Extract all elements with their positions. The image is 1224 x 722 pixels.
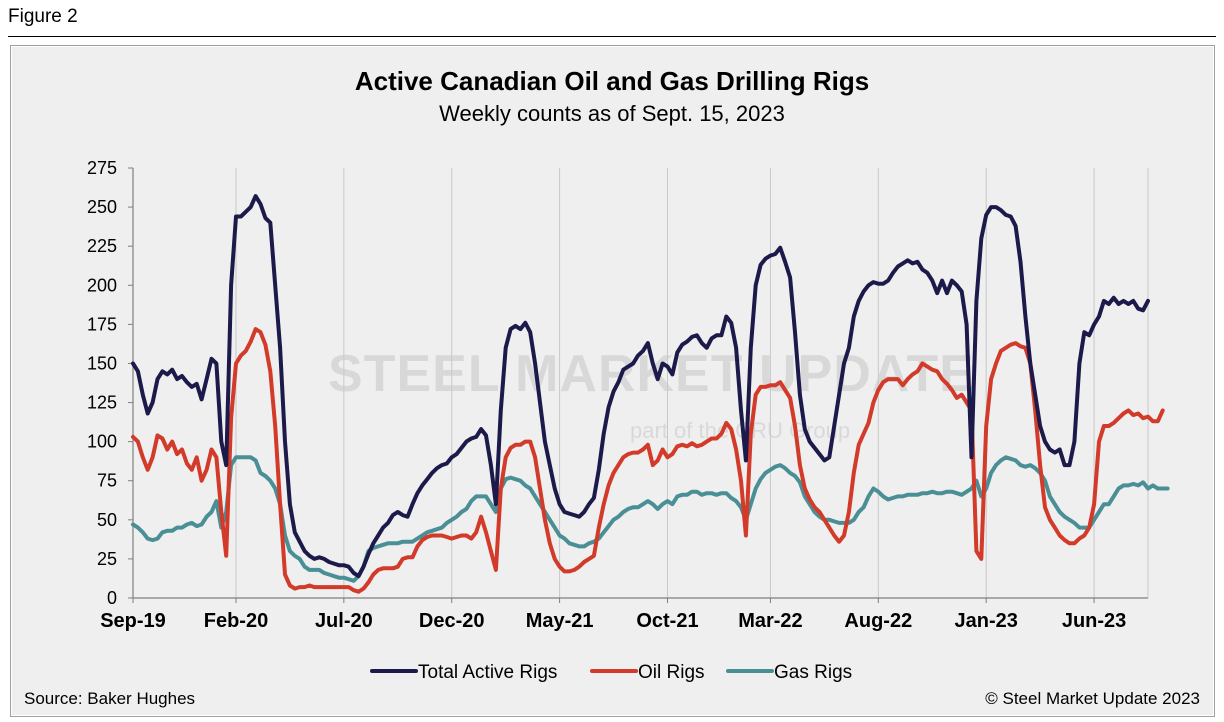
chart-panel	[10, 45, 1215, 717]
y-tick-label: 50	[97, 510, 117, 530]
y-tick-label: 275	[87, 158, 117, 178]
legend: Total Active Rigs Oil Rigs Gas Rigs	[370, 662, 852, 683]
chart-title: Active Canadian Oil and Gas Drilling Rig…	[354, 66, 870, 96]
x-tick-label: Oct-21	[636, 610, 698, 632]
y-tick-label: 0	[107, 588, 117, 608]
y-axis-ticks: 0 25 50 75 100 125 150 175 200 225 250 275	[87, 158, 133, 608]
figure-label: Figure 2	[8, 6, 78, 27]
y-tick-label: 250	[87, 197, 117, 217]
series-line-oil-rigs	[131, 327, 1165, 594]
source-note: Source: Baker Hughes	[24, 689, 196, 708]
grid-lines	[132, 168, 1149, 598]
y-tick-label: 75	[97, 471, 117, 491]
figure-divider	[8, 36, 1216, 37]
x-tick-label: Aug-22	[844, 610, 912, 632]
x-tick-label: Jul-20	[315, 610, 373, 632]
x-axis-ticks: Sep-19 Feb-20 Jul-20 Dec-20 May-21 Oct-21 Mar-…	[100, 598, 1126, 632]
y-tick-label: 225	[87, 236, 117, 256]
copyright-note: © Steel Market Update 2023	[985, 689, 1200, 708]
y-tick-label: 125	[87, 393, 117, 413]
y-tick-label: 150	[87, 353, 117, 373]
series-lines	[131, 194, 1170, 594]
y-tick-label: 175	[87, 314, 117, 334]
series-line-gas-rigs	[131, 455, 1170, 583]
legend-label: Oil Rigs	[638, 662, 705, 683]
x-tick-label: Jan-23	[955, 610, 1018, 632]
y-tick-label: 100	[87, 432, 117, 452]
chart-subtitle: Weekly counts as of Sept. 15, 2023	[439, 101, 785, 126]
y-tick-label: 25	[97, 549, 117, 569]
series-line-total-active-rigs	[131, 194, 1150, 579]
legend-label: Total Active Rigs	[418, 662, 557, 683]
y-tick-label: 200	[87, 275, 117, 295]
x-tick-label: May-21	[526, 610, 594, 632]
x-tick-label: Sep-19	[100, 610, 166, 632]
x-tick-label: Mar-22	[738, 610, 802, 632]
x-tick-label: Jun-23	[1062, 610, 1126, 632]
x-tick-label: Dec-20	[419, 610, 485, 632]
x-tick-label: Feb-20	[204, 610, 268, 632]
legend-label: Gas Rigs	[774, 662, 852, 683]
